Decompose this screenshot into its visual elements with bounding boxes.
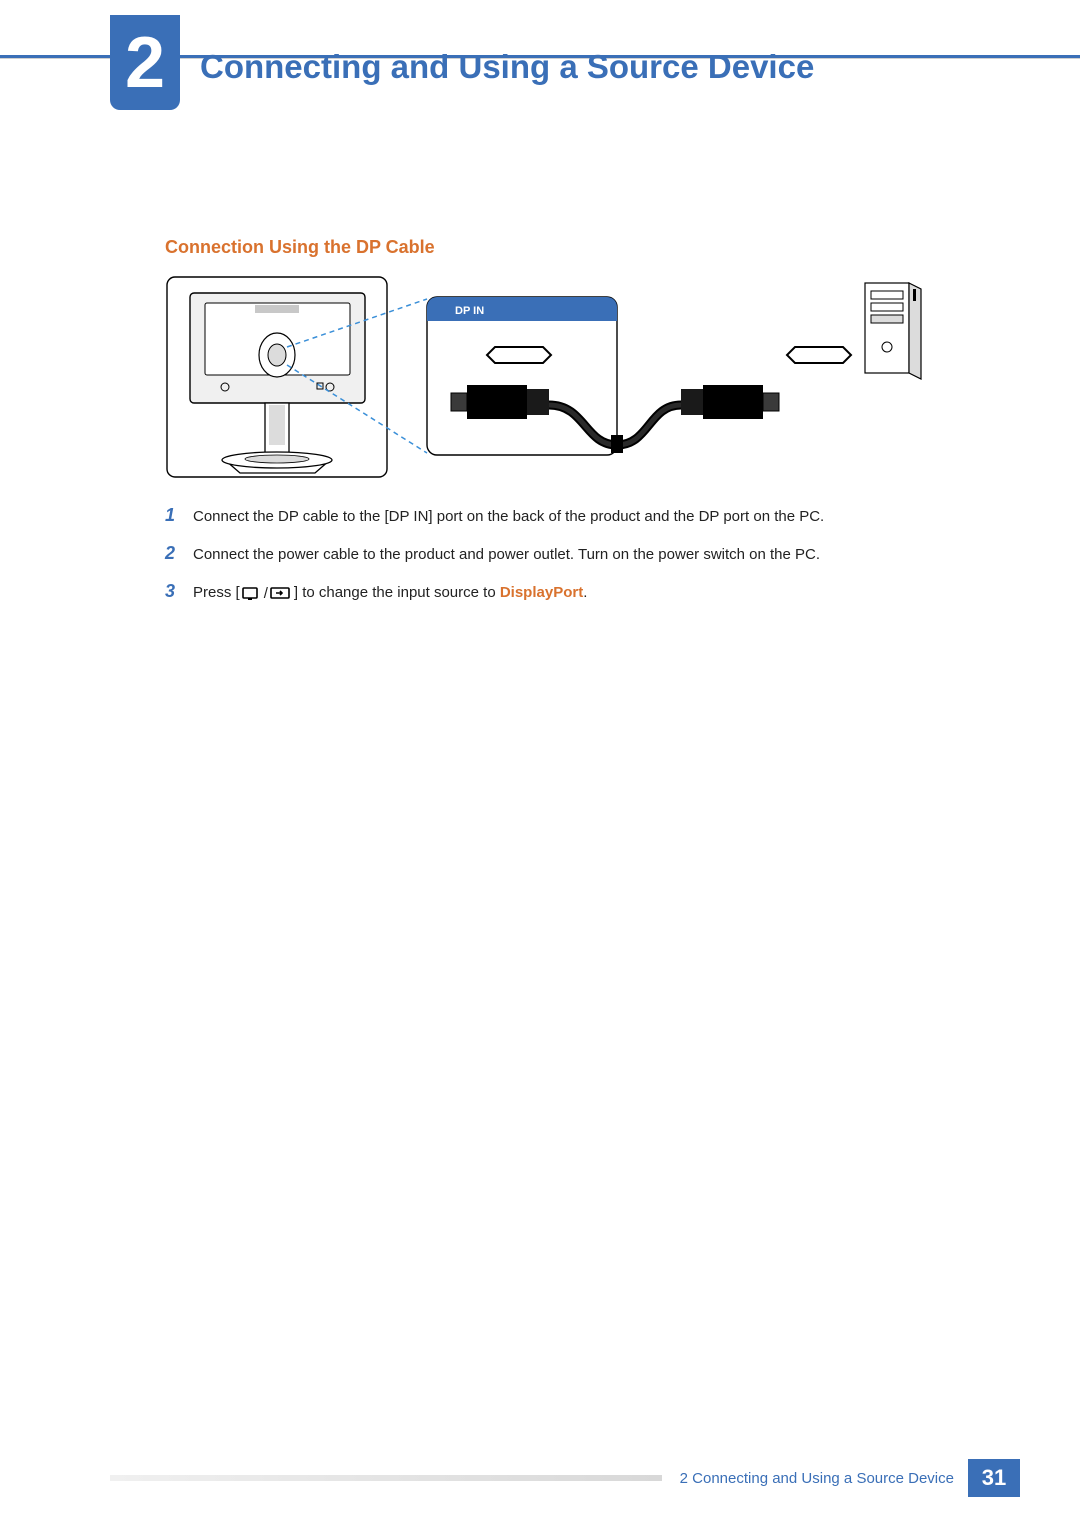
step-row: 3 Press [ / ] to change the input source t…	[165, 581, 945, 604]
connection-diagram: DP IN	[165, 275, 925, 480]
source-button-icons: /	[242, 583, 292, 604]
port-label-text: DP IN	[455, 305, 484, 317]
step-number: 2	[165, 543, 193, 564]
steps-list: 1 Connect the DP cable to the [DP IN] po…	[165, 505, 945, 620]
step-text: Connect the power cable to the product a…	[193, 544, 820, 565]
step-text: Connect the DP cable to the [DP IN] port…	[193, 506, 824, 527]
step-suffix: .	[583, 584, 587, 601]
footer-page-number: 31	[968, 1459, 1020, 1497]
step-text-after: ] to change the input source to	[294, 584, 500, 601]
footer-bar	[110, 1475, 662, 1481]
footer-label: 2 Connecting and Using a Source Device	[680, 1470, 954, 1487]
chapter-badge: 2	[110, 15, 180, 110]
step-row: 1 Connect the DP cable to the [DP IN] po…	[165, 505, 945, 527]
separator: /	[264, 583, 268, 604]
step-number: 1	[165, 505, 193, 526]
step-number: 3	[165, 581, 193, 602]
section-title: Connection Using the DP Cable	[165, 237, 435, 258]
step-row: 2 Connect the power cable to the product…	[165, 543, 945, 565]
chapter-title: Connecting and Using a Source Device	[200, 48, 814, 86]
chapter-number: 2	[125, 27, 165, 99]
highlight-term: DisplayPort	[500, 584, 583, 601]
step-text-before: Press [	[193, 584, 240, 601]
step-text: Press [/] to change the input source to …	[193, 582, 587, 604]
page-footer: 2 Connecting and Using a Source Device 3…	[110, 1459, 1020, 1497]
